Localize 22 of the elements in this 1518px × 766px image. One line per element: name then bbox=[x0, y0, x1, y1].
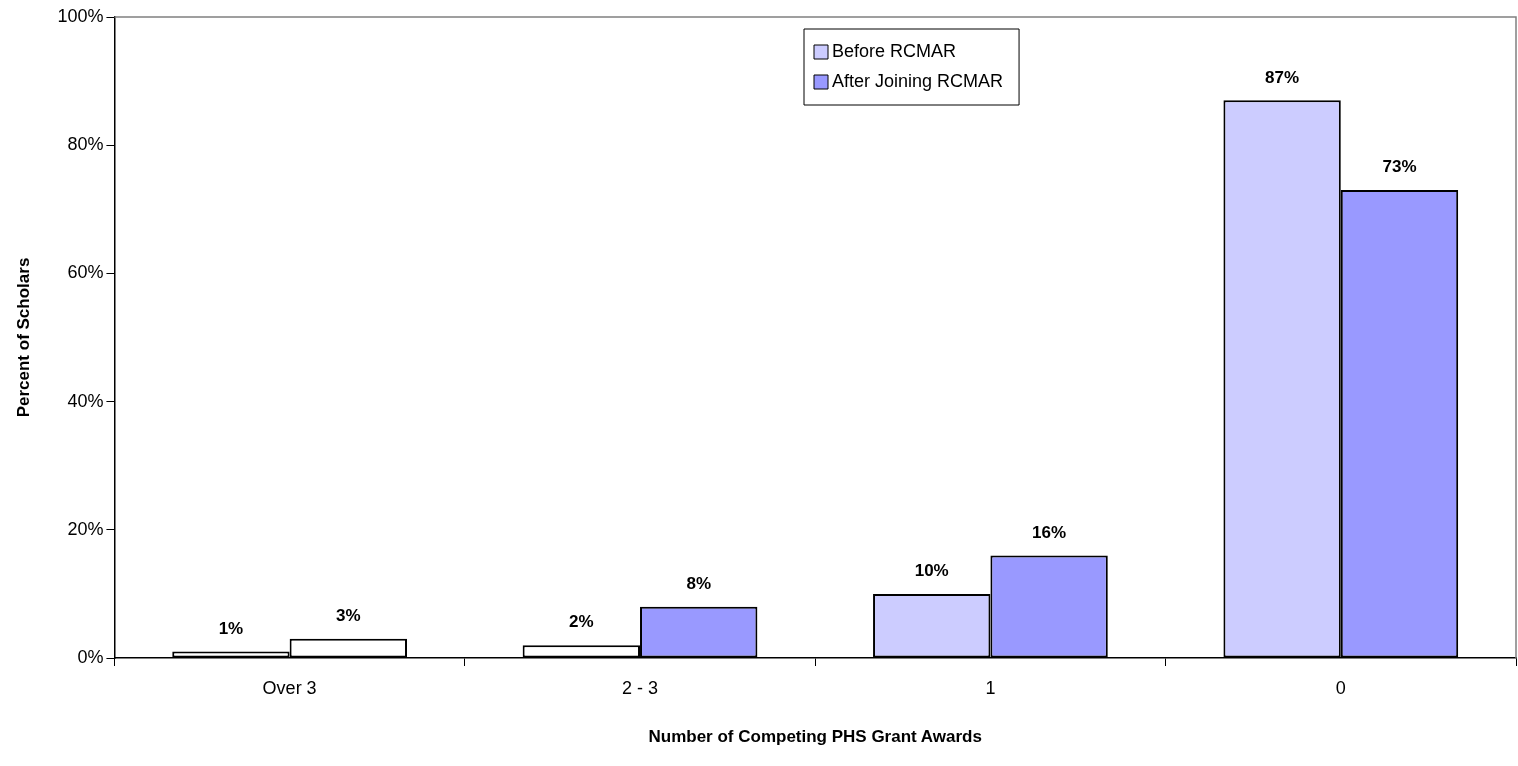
legend-label: Before RCMAR bbox=[832, 40, 957, 61]
legend-label: After Joining RCMAR bbox=[832, 70, 1004, 91]
data-label: 8% bbox=[686, 573, 711, 593]
data-label: 10% bbox=[914, 561, 949, 581]
data-label: 73% bbox=[1382, 157, 1417, 177]
data-label: 87% bbox=[1265, 67, 1300, 87]
x-tick-label: 0 bbox=[1335, 677, 1346, 698]
x-axis-title: Number of Competing PHS Grant Awards bbox=[648, 727, 982, 747]
y-tick-label: 20% bbox=[67, 518, 104, 539]
x-tick-label: 1 bbox=[985, 677, 996, 698]
y-axis-title: Percent of Scholars bbox=[13, 257, 33, 418]
data-label: 2% bbox=[569, 612, 594, 632]
y-tick-label: 80% bbox=[67, 134, 104, 155]
y-tick-label: 60% bbox=[67, 262, 104, 283]
data-label: 16% bbox=[1032, 522, 1067, 542]
data-label: 1% bbox=[218, 618, 244, 638]
x-tick-label: 2 - 3 bbox=[622, 677, 659, 698]
data-label: 3% bbox=[336, 605, 361, 625]
y-tick-label: 0% bbox=[77, 646, 104, 667]
y-tick-label: 40% bbox=[67, 390, 104, 411]
x-tick-label: Over 3 bbox=[262, 677, 317, 698]
y-tick-label: 100% bbox=[57, 5, 104, 26]
